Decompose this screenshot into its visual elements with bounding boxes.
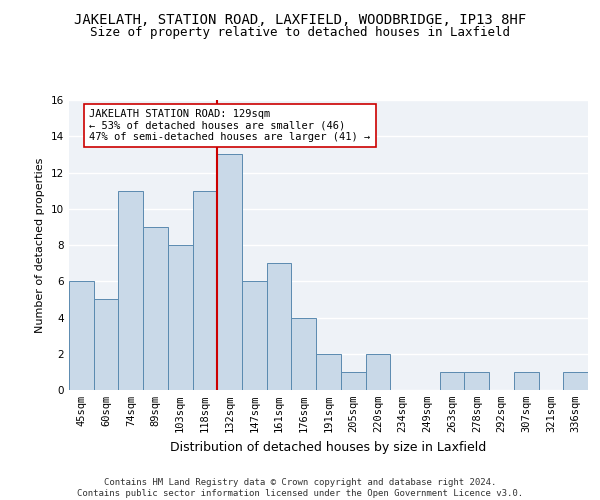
Text: Size of property relative to detached houses in Laxfield: Size of property relative to detached ho… — [90, 26, 510, 39]
Bar — [193, 190, 217, 390]
Bar — [118, 190, 143, 390]
Bar — [365, 354, 390, 390]
Y-axis label: Number of detached properties: Number of detached properties — [35, 158, 46, 332]
Text: JAKELATH STATION ROAD: 129sqm
← 53% of detached houses are smaller (46)
47% of s: JAKELATH STATION ROAD: 129sqm ← 53% of d… — [89, 109, 371, 142]
Bar — [341, 372, 365, 390]
Bar — [440, 372, 464, 390]
X-axis label: Distribution of detached houses by size in Laxfield: Distribution of detached houses by size … — [170, 440, 487, 454]
Bar — [267, 263, 292, 390]
Bar — [94, 300, 118, 390]
Bar — [464, 372, 489, 390]
Bar — [563, 372, 588, 390]
Text: Contains HM Land Registry data © Crown copyright and database right 2024.
Contai: Contains HM Land Registry data © Crown c… — [77, 478, 523, 498]
Bar — [242, 281, 267, 390]
Text: JAKELATH, STATION ROAD, LAXFIELD, WOODBRIDGE, IP13 8HF: JAKELATH, STATION ROAD, LAXFIELD, WOODBR… — [74, 12, 526, 26]
Bar — [514, 372, 539, 390]
Bar — [217, 154, 242, 390]
Bar — [316, 354, 341, 390]
Bar — [143, 227, 168, 390]
Bar — [69, 281, 94, 390]
Bar — [292, 318, 316, 390]
Bar — [168, 245, 193, 390]
